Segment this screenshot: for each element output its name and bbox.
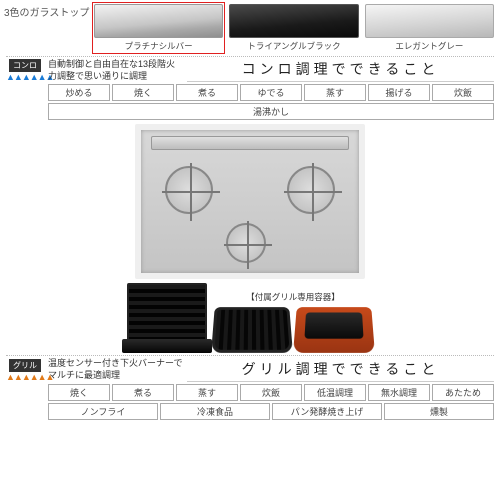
accessory-label: 【付属グリル専用容器】 (213, 291, 373, 303)
grill-tray-base (122, 339, 212, 353)
glass-swatches-row: プラチナシルバー トライアングルブラック エレガントグレー (92, 2, 496, 54)
swatch-color (229, 4, 358, 38)
chip[interactable]: 無水調理 (368, 384, 430, 401)
grill-tray-top (127, 283, 207, 341)
swatch-label: プラチナシルバー (94, 38, 223, 52)
chip[interactable]: あたため (432, 384, 494, 401)
stove-image (135, 124, 365, 279)
grill-pan-image (211, 308, 293, 354)
grill-chips: 焼く 煮る 蒸す 炊飯 低温調理 無水調理 あたため ノンフライ 冷凍食品 パン… (6, 384, 494, 420)
chip[interactable]: 炒める (48, 84, 110, 101)
swatch-color (94, 4, 223, 38)
burner-icon (226, 223, 266, 263)
burner-block-head: コンロ ▲▲▲▲▲▲ 自動制御と自由自在な13段階火力調整で思い通りに調理 コン… (6, 56, 494, 82)
grill-icon-label: グリル (9, 359, 41, 372)
glass-top-section: 3色のガラストップ プラチナシルバー トライアングルブラック エレガントグレー (0, 0, 500, 54)
burner-icon-col: コンロ ▲▲▲▲▲▲ (6, 59, 44, 82)
chip[interactable]: 冷凍食品 (160, 403, 270, 420)
swatch-color (365, 4, 494, 38)
chip[interactable]: ノンフライ (48, 403, 158, 420)
grill-pot-image (293, 308, 375, 354)
grill-block-head: グリル ▲▲▲▲▲▲ 温度センサー付き下火バーナーでマルチに最適調理 グリル調理… (6, 355, 494, 381)
chip[interactable]: 煮る (176, 84, 238, 101)
swatch-triangle-black[interactable]: トライアングルブラック (227, 2, 360, 54)
chip[interactable]: 湯沸かし (48, 103, 494, 120)
grill-block: グリル ▲▲▲▲▲▲ 温度センサー付き下火バーナーでマルチに最適調理 グリル調理… (0, 353, 500, 419)
swatch-elegant-gray[interactable]: エレガントグレー (363, 2, 496, 54)
burner-block: コンロ ▲▲▲▲▲▲ 自動制御と自由自在な13段階火力調整で思い通りに調理 コン… (0, 54, 500, 120)
chip[interactable]: 煮る (112, 384, 174, 401)
swatch-label: エレガントグレー (365, 38, 494, 52)
grill-title: グリル調理でできること (187, 359, 494, 382)
chip[interactable]: 炊飯 (240, 384, 302, 401)
grill-tray-image (127, 283, 207, 353)
chip[interactable]: 燻製 (384, 403, 494, 420)
grill-visual-row: 【付属グリル専用容器】 (0, 283, 500, 353)
flame-icon: ▲▲▲▲▲▲ (6, 73, 44, 82)
chip[interactable]: パン発酵焼き上げ (272, 403, 382, 420)
glass-top-label: 3色のガラストップ (4, 2, 92, 19)
grill-desc: 温度センサー付き下火バーナーでマルチに最適調理 (48, 358, 183, 381)
chip[interactable]: 低温調理 (304, 384, 366, 401)
swatch-platinum-silver[interactable]: プラチナシルバー (92, 2, 225, 54)
chip[interactable]: 焼く (48, 384, 110, 401)
burner-icon (287, 166, 335, 214)
chip[interactable]: 焼く (112, 84, 174, 101)
accessory-row (213, 305, 373, 353)
burner-icon-label: コンロ (9, 59, 41, 72)
flame-icon: ▲▲▲▲▲▲ (6, 373, 44, 382)
chip[interactable]: 蒸す (304, 84, 366, 101)
burner-icon (165, 166, 213, 214)
accessory-group: 【付属グリル専用容器】 (213, 291, 373, 353)
stove-rear-panel (151, 136, 349, 150)
grill-icon-col: グリル ▲▲▲▲▲▲ (6, 359, 44, 382)
chip[interactable]: 蒸す (176, 384, 238, 401)
burner-desc: 自動制御と自由自在な13段階火力調整で思い通りに調理 (48, 59, 183, 82)
burner-title: コンロ調理でできること (187, 59, 494, 82)
chip[interactable]: 揚げる (368, 84, 430, 101)
chip[interactable]: ゆでる (240, 84, 302, 101)
burner-chips: 炒める 焼く 煮る ゆでる 蒸す 揚げる 炊飯 湯沸かし (6, 84, 494, 120)
chip[interactable]: 炊飯 (432, 84, 494, 101)
stove-visual-row (0, 120, 500, 283)
swatch-label: トライアングルブラック (229, 38, 358, 52)
